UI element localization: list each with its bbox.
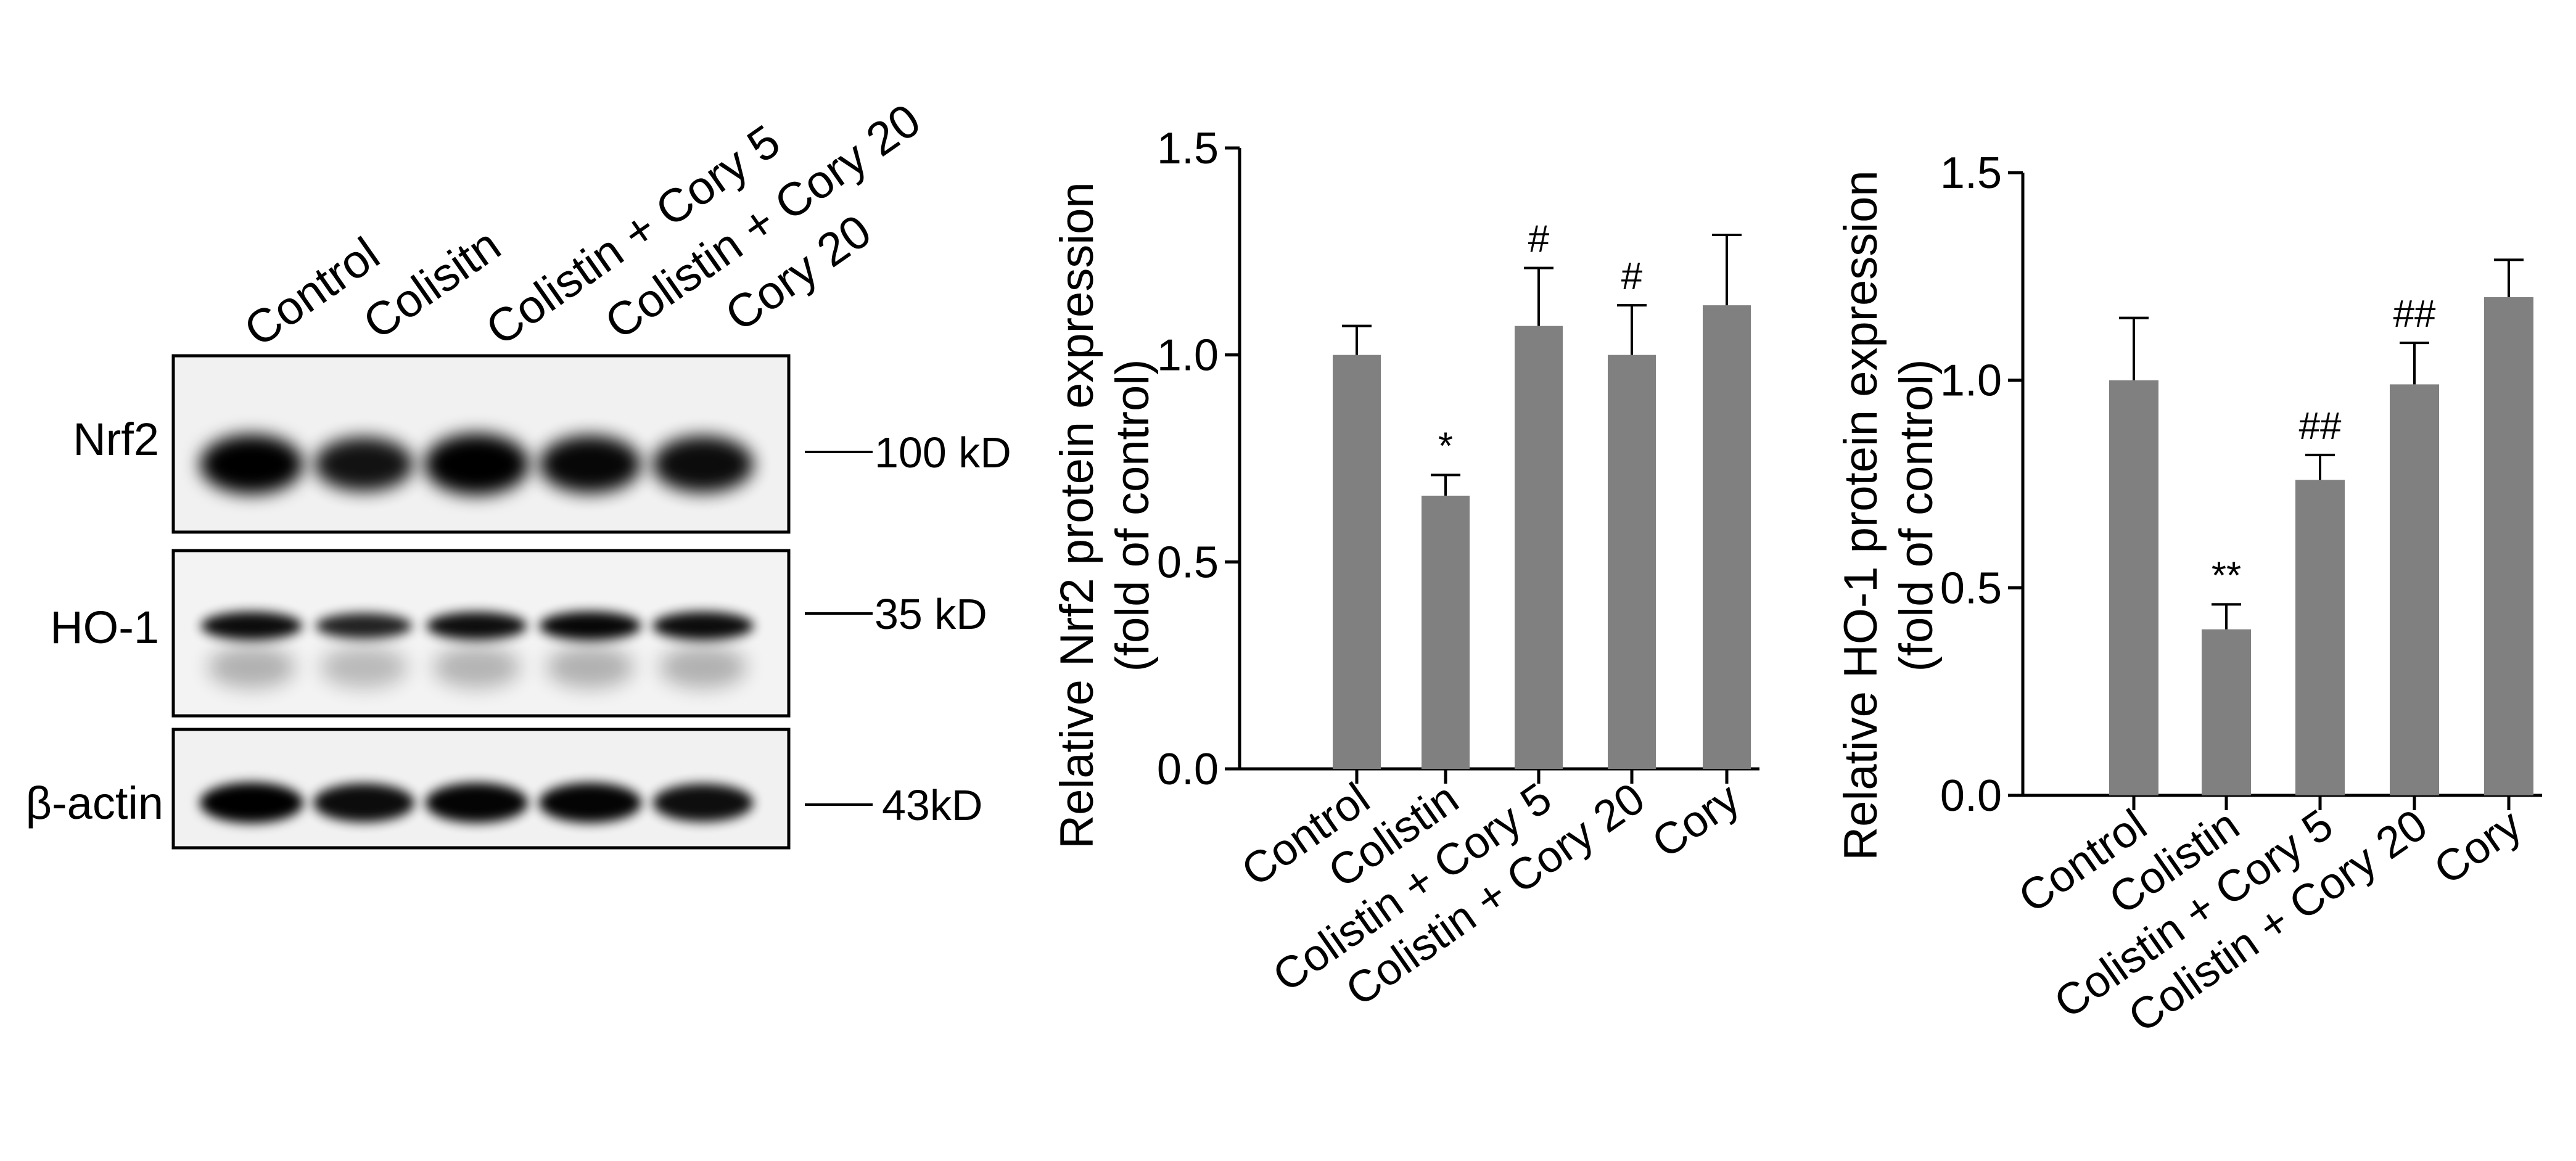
ho1-band-1: [200, 611, 303, 641]
nrf2-y-axis-title: Relative Nrf2 protein expression: [1051, 182, 1103, 848]
ho1-smear-4: [546, 646, 634, 688]
bands-nrf2: [200, 433, 754, 495]
ho1-significance-2: **: [2212, 554, 2241, 597]
actin-band-4: [538, 782, 642, 823]
ho1-bar-chart: Relative HO-1 protein expression (fold o…: [1835, 149, 2542, 1042]
nrf2-y-tick-label: 1.0: [1157, 331, 1219, 380]
ho1-smear-3: [433, 646, 521, 688]
row-label-nrf2: Nrf2: [73, 414, 159, 465]
blot-nrf2: Nrf2 100 kD: [73, 354, 1011, 534]
blot-lane-labels: Control Colisitn Colistin + Cory 5 Colis…: [235, 94, 930, 357]
nrf2-significance-3: #: [1528, 218, 1550, 261]
ho1-bar-3: [2295, 480, 2345, 795]
ho1-plot-area: 0.00.51.01.5Control**Colistin##Colistin …: [1940, 149, 2542, 1042]
lane-label-colisitn: Colisitn: [354, 218, 510, 350]
marker-label-nrf2: 100 kD: [874, 429, 1011, 477]
nrf2-bar-5: [1703, 305, 1751, 769]
nrf2-bar-2: [1422, 495, 1470, 769]
ho1-y-tick-label: 1.5: [1940, 149, 2002, 198]
ho1-x-label-5: Cory: [2426, 800, 2530, 895]
ho1-bar-2: [2202, 629, 2251, 795]
nrf2-y-tick-label: 0.0: [1157, 745, 1219, 794]
bands-actin: [200, 782, 754, 823]
row-label-actin: β-actin: [25, 777, 163, 829]
ho1-significance-4: ##: [2393, 293, 2436, 335]
ho1-significance-3: ##: [2299, 405, 2342, 448]
nrf2-band-5: [652, 435, 754, 493]
ho1-smear-5: [659, 646, 747, 688]
nrf2-bar-4: [1608, 355, 1656, 769]
actin-band-5: [652, 784, 754, 822]
ho1-bar-4: [2390, 384, 2439, 795]
ho1-band-3: [426, 612, 527, 640]
actin-band-1: [200, 782, 303, 823]
nrf2-band-3: [424, 433, 530, 495]
nrf2-y-tick-label: 0.5: [1157, 538, 1219, 587]
nrf2-band-4: [539, 435, 641, 493]
ho1-band-2: [315, 613, 413, 639]
ho1-smear-2: [320, 646, 408, 688]
western-blot: Control Colisitn Colistin + Cory 5 Colis…: [25, 94, 1011, 850]
ho1-y-tick-label: 0.0: [1940, 771, 2002, 821]
actin-band-2: [313, 783, 415, 823]
ho1-band-4: [539, 611, 641, 641]
ho1-y-tick-label: 1.0: [1940, 356, 2002, 406]
actin-band-3: [425, 782, 529, 823]
nrf2-x-label-5: Cory: [1644, 774, 1748, 868]
nrf2-band-1: [200, 434, 303, 494]
ho1-bar-1: [2109, 380, 2158, 795]
ho1-y-tick-label: 0.5: [1940, 564, 2002, 613]
nrf2-y-axis-subtitle: (fold of control): [1106, 359, 1159, 672]
nrf2-band-2: [314, 437, 414, 492]
nrf2-y-tick-label: 1.5: [1157, 124, 1219, 173]
ho1-bar-5: [2484, 297, 2533, 795]
nrf2-bar-3: [1515, 326, 1563, 769]
marker-label-actin: 43kD: [882, 781, 982, 829]
marker-label-ho1: 35 kD: [874, 590, 987, 638]
row-label-ho1: HO-1: [50, 602, 159, 653]
nrf2-significance-2: *: [1438, 425, 1453, 467]
ho1-smear-1: [208, 646, 295, 688]
blot-ho1: HO-1 35 kD: [50, 549, 987, 718]
ho1-band-5: [652, 611, 754, 641]
blot-actin: β-actin 43kD: [25, 728, 982, 850]
lane-label-control: Control: [235, 228, 389, 357]
ho1-y-axis-subtitle: (fold of control): [1890, 359, 1943, 672]
nrf2-significance-4: #: [1621, 255, 1643, 298]
nrf2-bar-chart: Relative Nrf2 protein expression (fold o…: [1051, 124, 1759, 1015]
ho1-y-axis-title: Relative HO-1 protein expression: [1835, 170, 1887, 860]
bands-ho1: [200, 611, 754, 688]
nrf2-bar-1: [1333, 355, 1381, 769]
